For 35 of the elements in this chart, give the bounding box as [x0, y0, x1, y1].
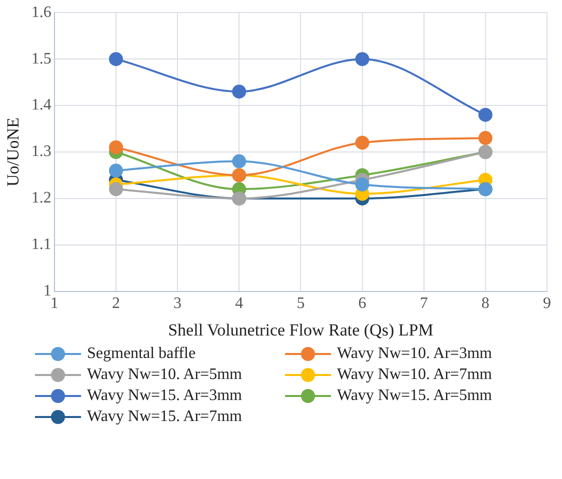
point: [108, 164, 123, 178]
y-tick-label: 1.2: [31, 190, 52, 207]
point: [108, 140, 123, 154]
y-tick-label: 1.1: [31, 236, 52, 254]
point: [108, 182, 123, 196]
x-tick-label: 2: [112, 295, 120, 312]
x-tick-label: 4: [235, 295, 244, 312]
point: [232, 154, 246, 168]
y-tick-label: 1: [43, 282, 52, 300]
y-tick-label: 1.3: [31, 143, 52, 160]
x-tick-label: 7: [420, 295, 428, 312]
legend-label: Segmental baffle: [87, 345, 196, 363]
point: [478, 108, 492, 122]
legend-label: Wavy Nw=15. Ar=3mm: [87, 387, 242, 405]
x-tick-label: 9: [543, 295, 551, 312]
legend-label: Wavy Nw=15. Ar=7mm: [87, 408, 242, 426]
point: [108, 52, 123, 66]
x-tick-label: 5: [296, 295, 305, 312]
y-axis-title: Uo/UoNE: [4, 118, 23, 186]
y-tick-label: 1.5: [31, 50, 52, 68]
x-tick-label: 6: [358, 295, 366, 312]
x-tick-label: 8: [481, 295, 490, 312]
y-tick-label: 1.6: [31, 4, 52, 21]
point: [355, 52, 370, 66]
point: [478, 131, 492, 146]
y-tick-label: 1.4: [31, 96, 52, 114]
legend-label: Wavy Nw=15. Ar=5mm: [337, 387, 492, 405]
x-axis-title: Shell Volunetrice Flow Rate (Qs) LPM: [168, 320, 434, 340]
point: [355, 178, 370, 192]
legend-label: Wavy Nw=10. Ar=7mm: [337, 366, 492, 384]
legend-label: Wavy Nw=10. Ar=5mm: [87, 366, 242, 384]
point: [232, 84, 246, 99]
x-tick-label: 3: [174, 295, 182, 312]
legend-label: Wavy Nw=10. Ar=3mm: [337, 345, 492, 363]
point: [355, 136, 370, 150]
